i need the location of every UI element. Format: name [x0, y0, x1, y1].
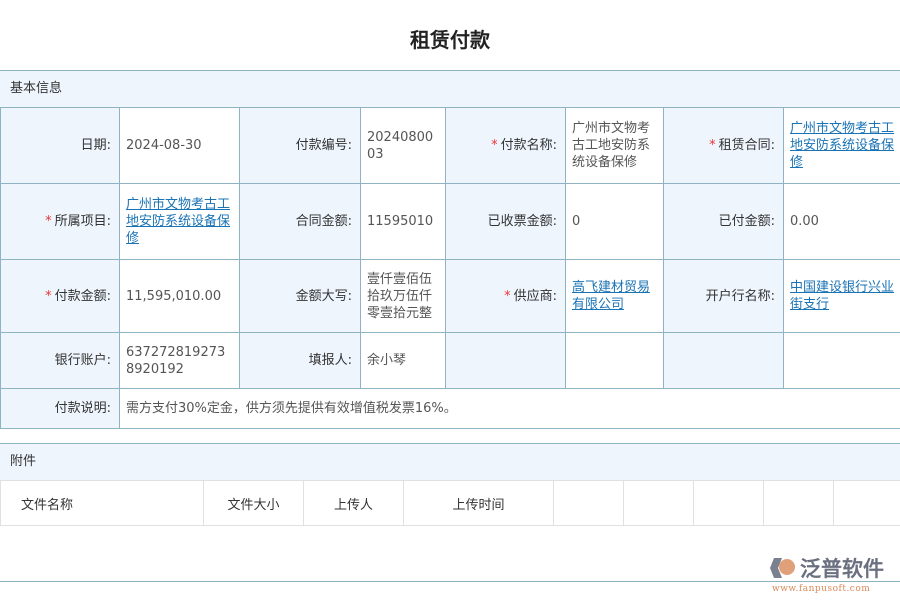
pay-name-label: * 付款名称: — [445, 107, 566, 184]
supplier-link[interactable]: 高飞建材贸易有限公司 — [572, 280, 651, 312]
attachments-header: 附件 — [0, 443, 900, 480]
contract-label: * 租赁合同: — [663, 107, 784, 184]
desc-value: 需方支付30%定金，供方须先提供有效增值税发票16%。 — [119, 388, 900, 429]
reporter-value: 余小琴 — [360, 332, 446, 389]
date-label: 日期: — [0, 107, 120, 184]
column-empty — [833, 480, 900, 526]
watermark-url: www.fanpusoft.com — [772, 584, 871, 594]
watermark-logo: 泛普软件 — [770, 553, 884, 583]
bank-link[interactable]: 中国建设银行兴业街支行 — [790, 280, 895, 312]
basic-info-header: 基本信息 — [0, 70, 900, 107]
column-file-name: 文件名称 — [0, 480, 204, 526]
contract-link[interactable]: 广州市文物考古工地安防系统设备保修 — [790, 121, 895, 170]
column-uploader: 上传人 — [303, 480, 404, 526]
paid-label: 已付金额: — [663, 183, 784, 260]
supplier-label: * 供应商: — [445, 259, 566, 333]
pay-no-label: 付款编号: — [239, 107, 361, 184]
invoiced-label: 已收票金额: — [445, 183, 566, 260]
empty-label — [445, 332, 566, 389]
bank-label: 开户行名称: — [663, 259, 784, 333]
project-label: * 所属项目: — [0, 183, 120, 260]
column-empty — [623, 480, 694, 526]
attachments-table: 文件名称 文件大小 上传人 上传时间 — [0, 480, 900, 526]
divider — [0, 581, 900, 582]
column-upload-time: 上传时间 — [403, 480, 554, 526]
account-label: 银行账户: — [0, 332, 120, 389]
pay-no-value: 2024080003 — [360, 107, 446, 184]
amount-words-label: 金额大写: — [239, 259, 361, 333]
column-empty — [693, 480, 764, 526]
amount-words-value: 壹仟壹佰伍拾玖万伍仟零壹拾元整 — [360, 259, 446, 333]
column-empty — [763, 480, 834, 526]
project-link[interactable]: 广州市文物考古工地安防系统设备保修 — [126, 197, 231, 246]
desc-label: 付款说明: — [0, 388, 120, 429]
reporter-label: 填报人: — [239, 332, 361, 389]
column-empty — [553, 480, 624, 526]
contract-amount-label: 合同金额: — [239, 183, 361, 260]
contract-amount-value: 11595010 — [360, 183, 446, 260]
page-title: 租赁付款 — [410, 28, 490, 52]
fanpu-logo-icon — [770, 558, 795, 578]
pay-amount-value: 11,595,010.00 — [119, 259, 240, 333]
date-value: 2024-08-30 — [119, 107, 240, 184]
empty-label — [663, 332, 784, 389]
empty-value — [783, 332, 900, 389]
column-file-size: 文件大小 — [203, 480, 304, 526]
basic-info-form: 日期: 2024-08-30 付款编号: 2024080003 * 付款名称: 广… — [0, 107, 900, 429]
pay-amount-label: * 付款金额: — [0, 259, 120, 333]
pay-name-value: 广州市文物考古工地安防系统设备保修 — [565, 107, 664, 184]
empty-value — [565, 332, 664, 389]
invoiced-value: 0 — [565, 183, 664, 260]
account-value: 6372728192738920192 — [119, 332, 240, 389]
paid-value: 0.00 — [783, 183, 900, 260]
